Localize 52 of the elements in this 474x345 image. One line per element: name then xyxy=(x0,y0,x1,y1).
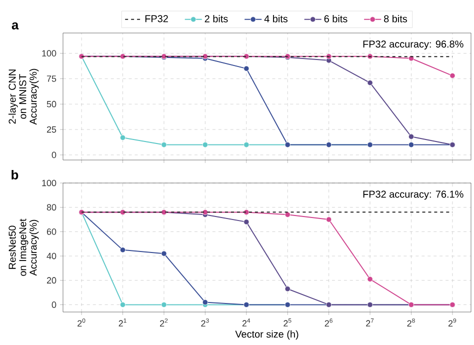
x-tick-label: 2$^{2}$ xyxy=(160,318,168,326)
y-tick-label: 100 xyxy=(42,50,56,56)
y-tick-label: 20 xyxy=(46,277,56,284)
point xyxy=(408,142,414,148)
point xyxy=(161,250,167,256)
y-tick-label: 75 xyxy=(46,76,56,82)
x-tick-label: 2$^{0}$ xyxy=(78,318,86,326)
x-tick-label: 2$^{7}$ xyxy=(366,318,374,326)
legend-label: 2 bits xyxy=(204,15,228,22)
x-tick-label: 2$^{1}$ xyxy=(118,318,126,326)
legend-label: 8 bits xyxy=(384,15,408,22)
y-axis-title: ResNet50 on ImageNet Accuracy(%) xyxy=(8,218,39,276)
point xyxy=(408,134,414,140)
legend-label: 6 bits xyxy=(324,15,348,22)
legend-label: 4 bits xyxy=(264,15,288,22)
y-tick-label: 80 xyxy=(46,204,56,211)
x-tick-label: 2$^{6}$ xyxy=(324,318,332,326)
point xyxy=(284,286,290,292)
x-tick-label: 2$^{9}$ xyxy=(448,318,456,326)
x-tick-label: 2$^{4}$ xyxy=(242,318,250,326)
point xyxy=(161,142,167,148)
point xyxy=(284,212,290,218)
text: a xyxy=(12,22,19,30)
y-tick-label: 60 xyxy=(46,228,56,235)
x-axis-title: Vector size (h) xyxy=(235,330,298,340)
point xyxy=(326,216,332,222)
point xyxy=(202,299,208,306)
y-tick-label: 0 xyxy=(52,302,56,308)
point xyxy=(367,80,373,86)
x-tick-label: 2$^{3}$ xyxy=(201,318,209,326)
y-axis-title: 2-layer CNN on MNIST Accuracy(%) xyxy=(8,68,39,125)
text: b xyxy=(12,170,18,180)
x-tick-label: 2$^{5}$ xyxy=(284,318,292,326)
point xyxy=(161,302,167,308)
point xyxy=(202,142,208,148)
point xyxy=(244,142,250,148)
annotation: FP32 accuracy: 76.1% xyxy=(363,190,464,200)
point xyxy=(367,276,373,282)
annotation: FP32 accuracy: 96.8% xyxy=(363,40,464,50)
point xyxy=(244,66,250,72)
point xyxy=(120,302,126,308)
y-tick-label: 0 xyxy=(52,152,56,158)
y-tick-label: 25 xyxy=(46,126,56,133)
point xyxy=(120,134,126,140)
point xyxy=(244,219,250,225)
legend-label: FP32 xyxy=(145,15,168,22)
y-tick-label: 100 xyxy=(42,180,56,186)
y-tick-label: 50 xyxy=(46,100,56,108)
point xyxy=(120,247,126,253)
point xyxy=(450,72,456,78)
y-tick-label: 40 xyxy=(46,252,56,260)
x-tick-label: 2$^{8}$ xyxy=(407,318,415,326)
